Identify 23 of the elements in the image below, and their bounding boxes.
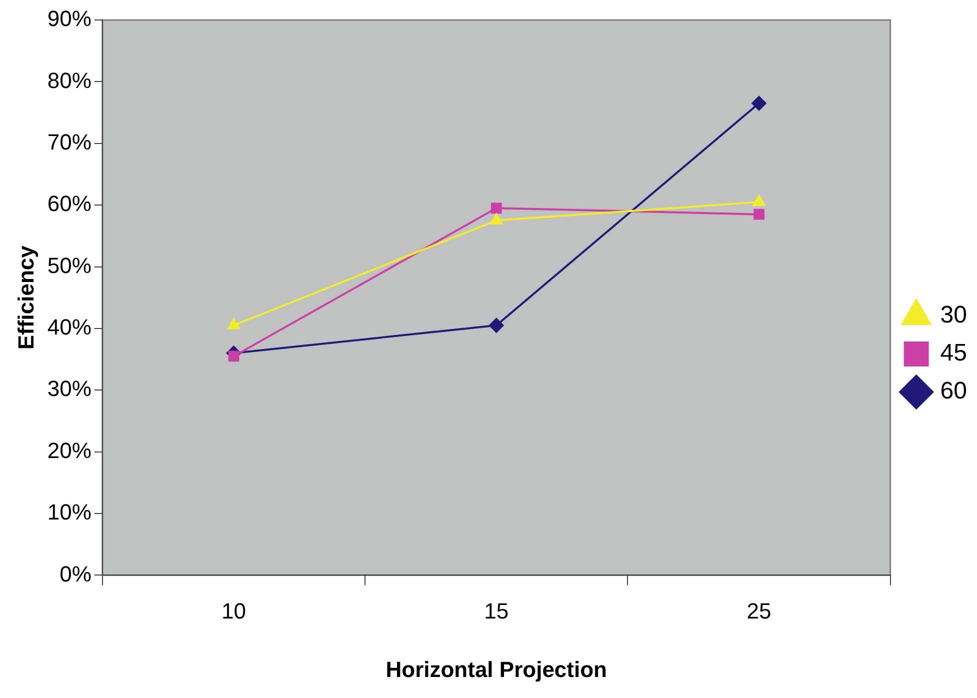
legend-label: 60 xyxy=(940,378,968,405)
y-tick-label: 30% xyxy=(47,376,92,402)
legend-label: 30 xyxy=(940,302,968,329)
y-tick-label: 40% xyxy=(47,314,92,340)
x-tick-label: 25 xyxy=(746,598,772,624)
point xyxy=(490,202,502,214)
x-tick-label: 15 xyxy=(484,598,509,624)
point xyxy=(488,318,504,333)
y-axis-title: Efficiency xyxy=(13,244,38,350)
legend-label: 45 xyxy=(940,340,968,367)
point xyxy=(754,208,764,220)
y-tick-label: 10% xyxy=(47,500,92,525)
y-tick-label: 0% xyxy=(60,561,92,586)
x-axis-title: Horizontal Projection xyxy=(386,656,607,682)
y-tick-label: 90% xyxy=(47,6,92,32)
y-tick-label: 60% xyxy=(47,191,92,216)
point xyxy=(228,350,240,362)
y-tick-label: 50% xyxy=(47,252,92,278)
point xyxy=(751,96,766,111)
y-tick-label: 70% xyxy=(47,129,92,154)
y-tick-label: 20% xyxy=(47,438,92,463)
y-tick-label: 80% xyxy=(47,68,92,93)
x-tick-label: 10 xyxy=(222,598,246,624)
